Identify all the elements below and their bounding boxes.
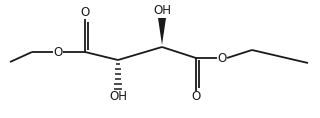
Text: O: O bbox=[80, 6, 90, 19]
Text: O: O bbox=[53, 46, 63, 59]
Text: OH: OH bbox=[153, 4, 171, 17]
Text: OH: OH bbox=[109, 91, 127, 103]
Text: O: O bbox=[191, 91, 201, 103]
Text: O: O bbox=[217, 51, 227, 65]
Polygon shape bbox=[158, 18, 166, 45]
